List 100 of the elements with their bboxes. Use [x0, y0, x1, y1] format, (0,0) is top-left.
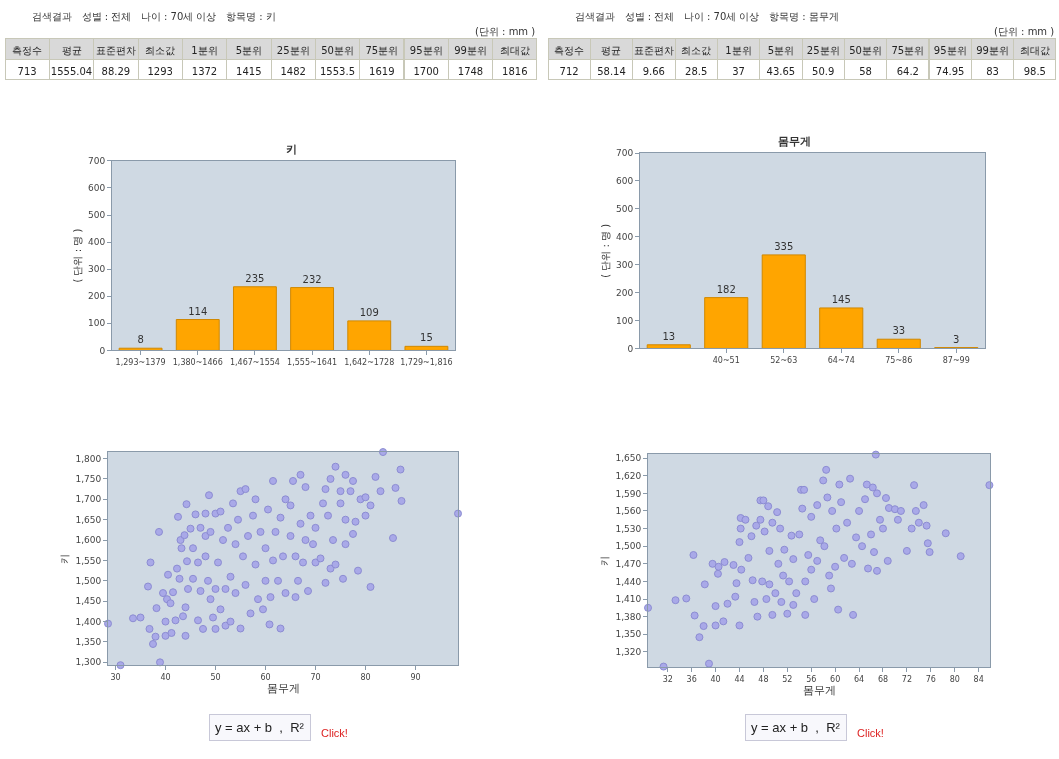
data-label: 235	[245, 272, 265, 284]
data-label: 33	[892, 325, 906, 337]
category-label: 1분위	[191, 45, 218, 57]
category-label: 측정수	[554, 45, 585, 57]
data-label: 3	[953, 333, 960, 345]
y-tick-label: 1,320	[615, 647, 642, 658]
y-tick-label: 1,800	[75, 453, 102, 464]
data-label: 182	[716, 283, 736, 295]
category-label: 최소값	[145, 45, 176, 57]
data-label: 1553.5	[320, 66, 355, 78]
category-label: 1분위	[725, 45, 752, 57]
y-tick-label: 0	[99, 345, 106, 356]
y-tick-label: 700	[616, 148, 634, 159]
category-label: 측정수	[12, 45, 43, 57]
data-label: 713	[17, 66, 37, 78]
y-tick-label: 1,590	[615, 488, 642, 499]
y-tick-label: 1,700	[75, 494, 102, 505]
x-tick-label: 90	[410, 672, 421, 682]
category-label: 평균	[61, 45, 82, 57]
data-label: 1748	[457, 66, 484, 78]
y-tick-label: 1,500	[75, 575, 102, 586]
x-tick-label: 52	[782, 674, 793, 684]
data-label: 335	[774, 240, 794, 252]
x-tick-label: 60	[260, 672, 271, 682]
x-tick-label: 75~86	[885, 356, 913, 366]
x-axis-title: 몸무게	[266, 681, 300, 695]
data-label: 114	[188, 305, 208, 317]
chart-title: 키	[286, 143, 297, 156]
y-tick-label: 500	[88, 210, 106, 221]
data-label: 50.9	[812, 66, 835, 78]
data-label: 9.66	[642, 66, 665, 78]
y-tick-label: 1,650	[75, 514, 102, 525]
y-tick-label: 200	[616, 287, 634, 298]
data-label: 712	[559, 66, 579, 78]
data-label: 13	[662, 330, 676, 342]
x-tick-label: 64~74	[827, 356, 855, 366]
x-tick-label: 64	[853, 674, 865, 684]
category-label: 25분위	[806, 45, 840, 57]
data-label: 145	[831, 293, 851, 305]
y-tick-label: 1,620	[615, 470, 642, 481]
x-tick-label: 84	[973, 674, 984, 684]
category-label: 95분위	[409, 45, 443, 57]
data-label: 58	[859, 66, 872, 78]
x-tick-label: 1,642~1728	[344, 357, 395, 367]
y-tick-label: 600	[88, 183, 106, 194]
y-tick-label: 500	[616, 204, 634, 214]
y-tick-label: 1,470	[615, 558, 642, 569]
y-tick-label: 1,600	[75, 535, 102, 546]
x-tick-label: 40	[710, 674, 721, 684]
y-tick-label: 1,550	[75, 555, 102, 566]
y-tick-label: 300	[616, 259, 634, 270]
x-tick-label: 76	[925, 674, 936, 684]
category-label: 표준편차	[633, 45, 674, 57]
x-axis-title: 몸무게	[802, 683, 836, 697]
data-label: 232	[302, 273, 322, 285]
y-tick-label: 1,500	[615, 541, 642, 552]
data-label: 1619	[369, 66, 395, 78]
text: Click!	[857, 727, 884, 739]
x-tick-label: 30	[110, 672, 121, 682]
data-label: 1482	[280, 66, 306, 78]
data-label: 98.5	[1023, 66, 1046, 78]
text: (단위 : mm )	[475, 26, 536, 37]
category-label: 5분위	[235, 45, 263, 57]
y-tick-label: 1,410	[615, 594, 642, 605]
x-tick-label: 68	[877, 674, 889, 684]
data-label: 1372	[191, 66, 218, 78]
y-tick-label: 1,380	[615, 611, 642, 622]
text: 검색결과 성별 : 전체 나이 : 70세 이상 항목명 : 몸무게	[575, 11, 839, 22]
y-tick-label: 200	[88, 291, 106, 302]
y-axis-title: ( 단위 : 명 )	[600, 223, 612, 278]
category-label: 50분위	[321, 45, 354, 57]
y-tick-label: 1,300	[75, 657, 102, 668]
y-tick-label: 1,350	[75, 637, 102, 648]
data-label: 74.95	[935, 66, 965, 78]
data-label: 43.65	[766, 66, 796, 78]
data-label: 83	[986, 66, 999, 78]
y-tick-label: 300	[88, 264, 106, 275]
category-label: 99분위	[454, 45, 487, 57]
category-label: 표준편차	[95, 45, 136, 57]
data-label: 8	[137, 334, 144, 346]
category-label: 95분위	[933, 45, 967, 57]
x-tick-label: 72	[901, 674, 912, 684]
category-label: 75분위	[365, 45, 399, 57]
x-tick-label: 1,380~1466	[172, 357, 223, 367]
x-tick-label: 32	[662, 674, 673, 684]
data-label: 1555.04	[50, 66, 93, 78]
x-tick-label: 60	[830, 674, 841, 684]
data-label: 58.14	[597, 66, 626, 78]
data-label: 37	[732, 66, 745, 78]
data-label: 64.2	[896, 66, 919, 78]
x-tick-label: 80	[360, 672, 371, 682]
y-axis-title: 키	[599, 555, 611, 566]
text: y = ax + b , R²	[215, 720, 305, 735]
x-tick-label: 36	[686, 674, 697, 684]
y-axis-title: 키	[59, 553, 71, 564]
category-label: 5분위	[767, 45, 795, 57]
text: y = ax + b , R²	[751, 720, 841, 735]
y-tick-label: 1,650	[615, 453, 642, 464]
text: (단위 : mm )	[994, 26, 1055, 37]
x-tick-label: 87~99	[942, 356, 970, 366]
